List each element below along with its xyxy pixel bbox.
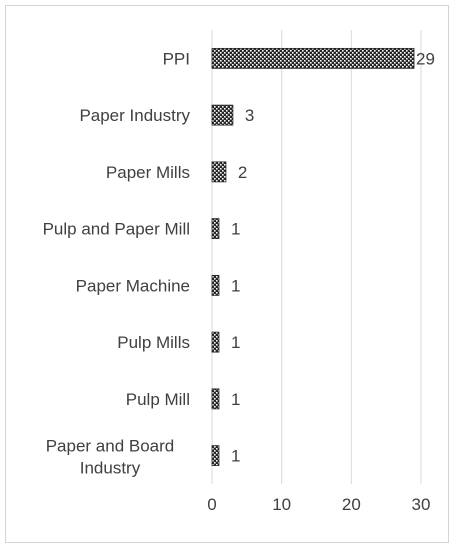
labels: 0 10 20 30 PPI 29 Paper Industry 3 Paper Mills 2 P… xyxy=(43,49,435,514)
bar xyxy=(211,161,227,183)
bars xyxy=(211,47,415,467)
chart-frame xyxy=(5,5,449,543)
data-label: 29 xyxy=(416,49,435,68)
grid-lines xyxy=(211,30,422,484)
category-label: Paper Machine xyxy=(76,276,190,295)
data-label: 1 xyxy=(231,333,240,352)
data-label: 1 xyxy=(231,447,240,466)
data-label: 1 xyxy=(231,220,240,239)
x-tick-label: 10 xyxy=(272,495,291,514)
bar xyxy=(211,104,234,126)
data-label: 1 xyxy=(231,390,240,409)
category-label: Paper Industry xyxy=(79,106,190,125)
category-label: Pulp Mills xyxy=(117,333,190,352)
category-label: Paper Mills xyxy=(106,163,190,182)
data-label: 1 xyxy=(231,276,240,295)
data-label: 2 xyxy=(238,163,247,182)
bar xyxy=(211,445,220,467)
x-tick-label: 30 xyxy=(412,495,431,514)
bar xyxy=(211,388,220,410)
x-tick-label: 0 xyxy=(207,495,216,514)
bar xyxy=(211,331,220,353)
category-label: Pulp and Paper Mill xyxy=(43,220,190,239)
category-label: PPI xyxy=(163,49,190,68)
data-label: 3 xyxy=(245,106,254,125)
bar xyxy=(211,218,220,240)
x-tick-label: 20 xyxy=(342,495,361,514)
category-label: Pulp Mill xyxy=(126,390,190,409)
category-label: Paper and Board Industry xyxy=(46,437,175,478)
bar xyxy=(211,274,220,296)
bar xyxy=(211,47,415,69)
